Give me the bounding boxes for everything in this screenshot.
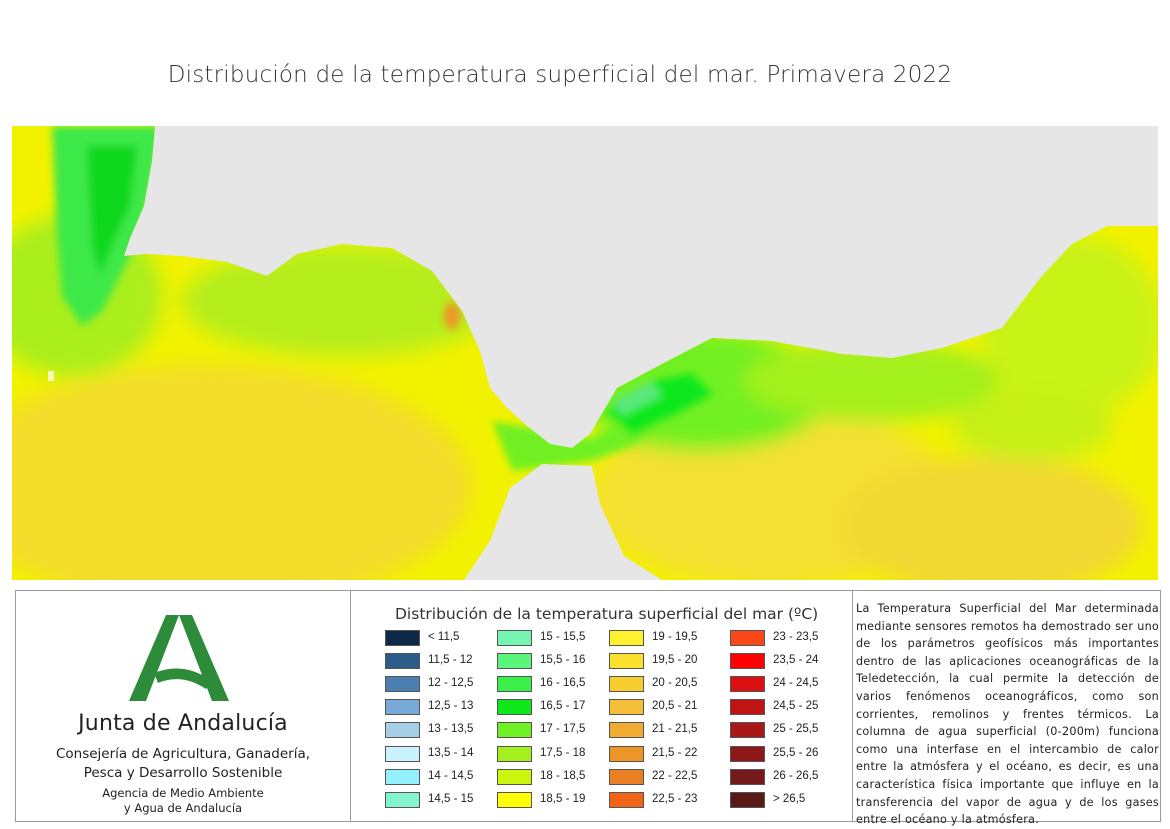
legend-label: 25,5 - 26 bbox=[773, 746, 819, 759]
legend-swatch bbox=[730, 745, 765, 762]
legend-swatch bbox=[385, 791, 420, 808]
legend-swatch bbox=[730, 699, 765, 716]
organization-name: Junta de Andalucía bbox=[78, 711, 288, 736]
legend-swatch bbox=[609, 653, 644, 670]
legend-label: 23 - 23,5 bbox=[773, 631, 819, 643]
legend-label: 19,5 - 20 bbox=[652, 654, 698, 667]
legend-swatch bbox=[385, 653, 420, 670]
legend-label: 26 - 26,5 bbox=[773, 769, 819, 782]
legend-swatch bbox=[385, 768, 420, 785]
legend-label: 21,5 - 22 bbox=[652, 746, 698, 759]
legend-label: 14 - 14,5 bbox=[428, 769, 474, 782]
legend-label: 15 - 15,5 bbox=[540, 631, 586, 643]
consejeria-line-1: Consejería de Agricultura, Ganadería, bbox=[55, 746, 311, 762]
legend-swatch bbox=[497, 745, 532, 762]
legend-swatch bbox=[385, 745, 420, 762]
legend-swatch bbox=[609, 791, 644, 808]
junta-de-andalucia-logo bbox=[129, 615, 229, 701]
legend-swatch bbox=[730, 791, 765, 808]
legend-swatch bbox=[497, 722, 532, 739]
legend-swatch bbox=[497, 676, 532, 693]
legend-swatch bbox=[497, 699, 532, 716]
legend-label: 12,5 - 13 bbox=[428, 700, 474, 713]
legend-title: Distribución de la temperatura superfici… bbox=[395, 605, 819, 623]
legend-label: 13 - 13,5 bbox=[428, 723, 474, 736]
legend-label: 17,5 - 18 bbox=[540, 746, 586, 759]
legend-label: 13,5 - 14 bbox=[428, 746, 474, 759]
legend-swatch bbox=[730, 768, 765, 785]
legend-label: 22 - 22,5 bbox=[652, 769, 698, 782]
organization-box: Junta de Andalucía Consejería de Agricul… bbox=[16, 591, 351, 821]
legend-swatch bbox=[497, 630, 532, 646]
agencia-line-1: Agencia de Medio Ambiente bbox=[102, 786, 264, 800]
info-panel: Junta de Andalucía Consejería de Agricul… bbox=[15, 590, 1162, 826]
legend-swatch bbox=[730, 722, 765, 739]
legend-label: 16,5 - 17 bbox=[540, 700, 586, 713]
legend-swatch bbox=[385, 699, 420, 716]
legend-label: 18 - 18,5 bbox=[540, 769, 586, 782]
legend-label: 23,5 - 24 bbox=[773, 654, 819, 667]
legend-label: 14,5 - 15 bbox=[428, 792, 474, 805]
legend-label: 21 - 21,5 bbox=[652, 723, 698, 736]
legend-swatch bbox=[497, 768, 532, 785]
description-box: La Temperatura Superficial del Mar deter… bbox=[853, 591, 1162, 826]
legend-label: 12 - 12,5 bbox=[428, 677, 474, 690]
legend-swatch bbox=[609, 699, 644, 716]
description-text: La Temperatura Superficial del Mar deter… bbox=[856, 602, 1159, 827]
legend-swatch bbox=[385, 676, 420, 693]
cloud-artifact bbox=[48, 371, 54, 381]
legend-label: 17 - 17,5 bbox=[540, 723, 586, 736]
legend-swatch bbox=[609, 676, 644, 693]
agencia-line-2: y Agua de Andalucía bbox=[123, 801, 243, 815]
legend-swatch bbox=[497, 791, 532, 808]
legend-label: 11,5 - 12 bbox=[428, 654, 473, 667]
legend-label: > 26,5 bbox=[773, 792, 806, 805]
legend-label: 22,5 - 23 bbox=[652, 792, 698, 805]
legend-swatch bbox=[385, 630, 420, 646]
legend-label: 24,5 - 25 bbox=[773, 700, 819, 713]
legend-label: 16 - 16,5 bbox=[540, 677, 586, 690]
sst-map-canvas bbox=[12, 126, 1158, 580]
consejeria-line-2: Pesca y Desarrollo Sostenible bbox=[83, 765, 283, 781]
legend-swatch bbox=[609, 745, 644, 762]
legend-swatch bbox=[730, 630, 765, 646]
legend-label: < 11,5 bbox=[428, 631, 460, 643]
legend-label: 25 - 25,5 bbox=[773, 723, 819, 736]
legend-swatch bbox=[609, 722, 644, 739]
legend-swatch bbox=[385, 722, 420, 739]
legend-label: 18,5 - 19 bbox=[540, 792, 586, 805]
legend-label: 19 - 19,5 bbox=[652, 631, 698, 643]
sst-map bbox=[12, 126, 1158, 580]
legend-label: 20,5 - 21 bbox=[652, 700, 698, 713]
legend: Distribución de la temperatura superfici… bbox=[350, 591, 853, 821]
legend-label: 20 - 20,5 bbox=[652, 677, 698, 690]
legend-swatch bbox=[609, 630, 644, 646]
page-title: Distribución de la temperatura superfici… bbox=[167, 62, 953, 88]
legend-swatch bbox=[497, 653, 532, 670]
legend-swatch bbox=[609, 768, 644, 785]
legend-label: 24 - 24,5 bbox=[773, 677, 819, 690]
legend-swatch bbox=[730, 653, 765, 670]
legend-swatch bbox=[730, 676, 765, 693]
legend-label: 15,5 - 16 bbox=[540, 654, 586, 667]
